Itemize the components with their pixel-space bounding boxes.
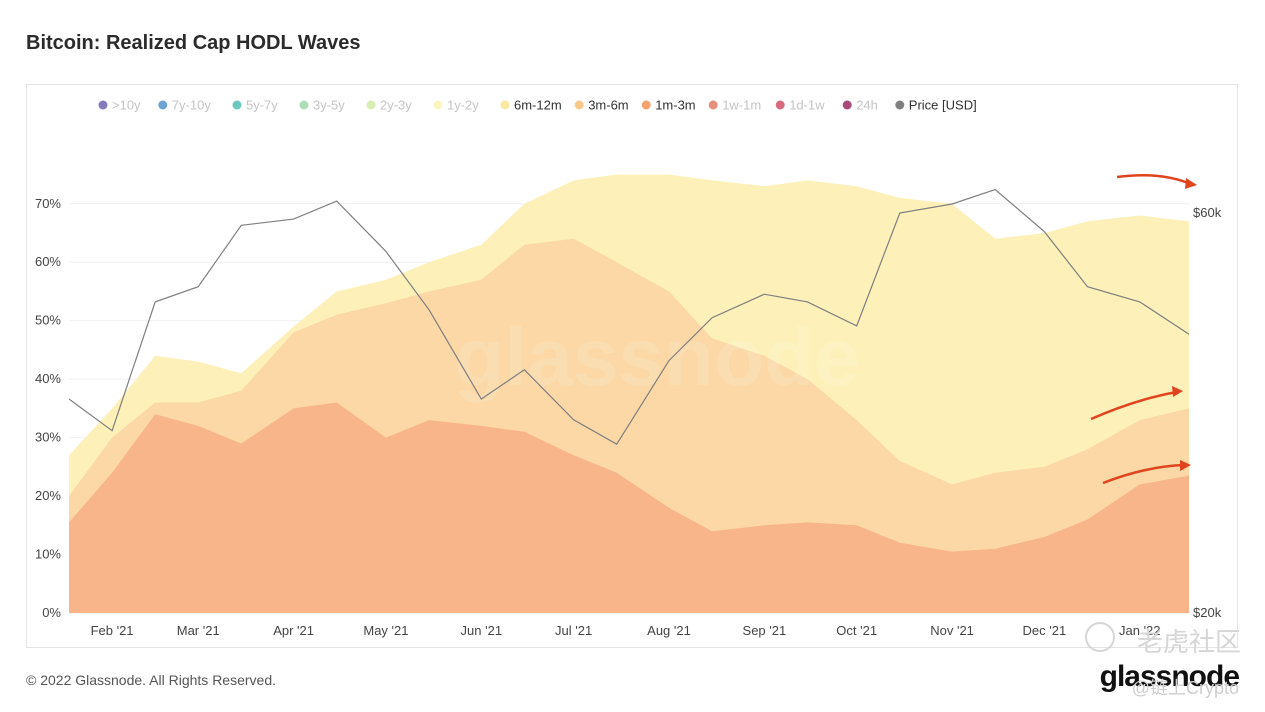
legend-marker: [433, 100, 443, 110]
y-tick-label: 50%: [35, 313, 61, 328]
legend-label: 1d-1w: [789, 98, 825, 113]
annotation-arrowhead: [1185, 178, 1197, 189]
annotation-arrow: [1090, 390, 1178, 421]
legend-item: >10y: [98, 98, 141, 113]
legend-item: 5y-7y: [232, 98, 278, 113]
legend-marker: [158, 100, 168, 110]
y-right-tick-label: $20k: [1193, 605, 1222, 620]
community-watermark: 老虎社区: [1136, 627, 1241, 657]
x-tick-label: Aug '21: [647, 623, 691, 638]
legend-label: 3y-5y: [313, 98, 345, 113]
x-tick-label: Jul '21: [555, 623, 592, 638]
legend-item: Price [USD]: [895, 98, 977, 113]
legend-item: 1y-2y: [433, 98, 479, 113]
legend-label: 2y-3y: [380, 98, 412, 113]
x-tick-label: Jun '21: [461, 623, 503, 638]
legend-marker: [500, 100, 510, 110]
y-tick-label: 30%: [35, 430, 61, 445]
chart-watermark: glassnode: [454, 312, 860, 403]
y-tick-label: 70%: [35, 196, 61, 211]
x-tick-label: Nov '21: [930, 623, 974, 638]
legend-label: 6m-12m: [514, 98, 562, 113]
legend-label: >10y: [112, 98, 141, 113]
annotation-arrowhead: [1172, 386, 1183, 397]
legend-item: 2y-3y: [366, 98, 412, 113]
chart-frame: glassnode 0% 10% 20% 30% 40% 50% 60% 70% $20k $60…: [26, 84, 1238, 648]
legend-item: 1m-3m: [641, 98, 696, 113]
legend-label: 1m-3m: [655, 98, 695, 113]
legend-marker: [775, 100, 785, 110]
x-tick-label: May '21: [363, 623, 408, 638]
price-line: [68, 188, 1190, 446]
area-layer: [69, 174, 1189, 614]
y-right-tick-label: $60k: [1193, 205, 1222, 220]
legend-marker: [574, 100, 584, 110]
legend-item: 7y-10y: [158, 98, 211, 113]
y-tick-label: 20%: [35, 488, 61, 503]
legend-marker: [842, 100, 852, 110]
area-1m-3m: [69, 402, 1189, 613]
annotation-arrowhead: [1180, 460, 1191, 471]
legend-label: 7y-10y: [172, 98, 212, 113]
legend-marker: [366, 100, 376, 110]
annotation-arrow: [1116, 173, 1194, 187]
x-tick-label: Apr '21: [273, 623, 314, 638]
x-tick-label: Sep '21: [743, 623, 787, 638]
footer-copyright: © 2022 Glassnode. All Rights Reserved.: [26, 672, 277, 688]
handle-watermark: @链上Crypto: [1131, 678, 1239, 698]
price-layer: [68, 188, 1190, 446]
legend-marker: [708, 100, 718, 110]
legend-label: 1y-2y: [447, 98, 479, 113]
legend-marker: [895, 100, 905, 110]
y-tick-label: 10%: [35, 547, 61, 562]
y-tick-label: 0%: [42, 605, 61, 620]
hodl-waves-chart: glassnode 0% 10% 20% 30% 40% 50% 60% 70% $20k $60…: [35, 98, 1222, 639]
legend-marker: [299, 100, 309, 110]
legend-layer: >10y 7y-10y 5y-7y 3y-5y 2y-3y 1y-2y 6m-12m 3m-6…: [98, 98, 977, 113]
legend-item: 3m-6m: [574, 98, 629, 113]
y-tick-label: 40%: [35, 371, 61, 386]
legend-item: 24h: [842, 98, 878, 113]
x-tick-label: Jan '22: [1119, 623, 1161, 638]
legend-marker: [641, 100, 651, 110]
tiger-community-logo-icon: [1085, 622, 1115, 652]
legend-item: 3y-5y: [299, 98, 345, 113]
x-tick-label: Dec '21: [1023, 623, 1067, 638]
legend-marker: [232, 100, 242, 110]
legend-item: 1d-1w: [775, 98, 825, 113]
annotation-arrows: [1090, 173, 1197, 485]
legend-label: 3m-6m: [588, 98, 628, 113]
chart-title: Bitcoin: Realized Cap HODL Waves: [26, 32, 361, 54]
x-tick-label: Feb '21: [91, 623, 134, 638]
legend-item: 1w-1m: [708, 98, 761, 113]
legend-label: 5y-7y: [246, 98, 278, 113]
legend-label: Price [USD]: [909, 98, 977, 113]
y-tick-label: 60%: [35, 254, 61, 269]
glassnode-logo: glassnode: [1099, 660, 1240, 693]
legend-marker: [98, 100, 108, 110]
axis-layer: 0% 10% 20% 30% 40% 50% 60% 70% $20k $60k Feb '21 Ma…: [35, 196, 1222, 638]
x-tick-label: Mar '21: [177, 623, 220, 638]
legend-label: 24h: [856, 98, 878, 113]
x-tick-label: Oct '21: [836, 623, 877, 638]
legend-item: 6m-12m: [500, 98, 562, 113]
legend-label: 1w-1m: [722, 98, 761, 113]
annotation-arrow: [1102, 463, 1186, 485]
